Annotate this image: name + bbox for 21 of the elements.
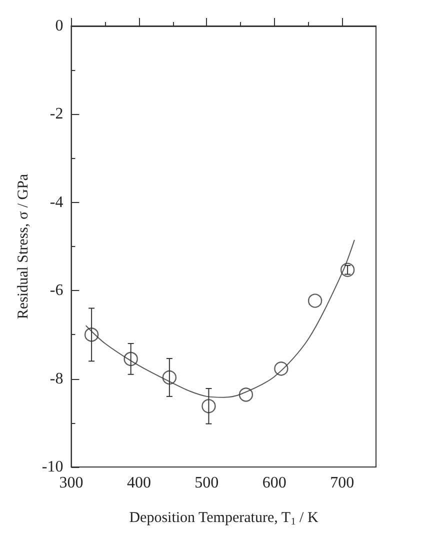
y-tick-label: -2 [50, 106, 64, 123]
point [84, 328, 99, 342]
line-series [86, 240, 355, 398]
x-tick-label: 700 [330, 474, 354, 492]
y-tick-label: -6 [50, 282, 64, 300]
point [340, 262, 355, 277]
point [162, 370, 177, 385]
point [124, 352, 138, 366]
point [274, 362, 288, 376]
y-tick-label: -4 [50, 194, 64, 211]
y-tick-label: -8 [50, 370, 64, 388]
point [238, 388, 254, 402]
x-tick-label: 500 [194, 474, 219, 492]
point [202, 399, 216, 414]
y-tick-label: 0 [55, 18, 64, 34]
point [308, 294, 322, 308]
y-axis-title: Residual Stress, σ / GPa [16, 174, 32, 320]
x-tick-label: 600 [262, 474, 286, 492]
x-tick-label: 300 [59, 474, 84, 492]
y-tick-label: -10 [42, 458, 64, 476]
x-tick-label: 400 [126, 474, 151, 492]
